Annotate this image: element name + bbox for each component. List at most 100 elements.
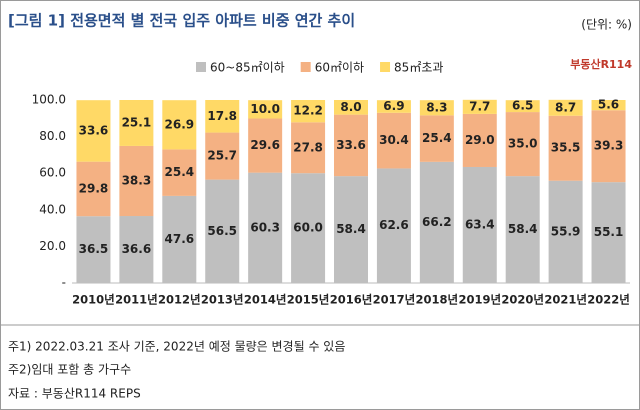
value-label: 8.7 [555,100,576,114]
bar-segment [462,113,497,167]
value-label: 58.4 [336,222,366,236]
value-label: 29.6 [250,138,280,152]
value-label: 25.4 [165,165,195,179]
value-label: 29.0 [465,133,495,147]
bar-segment [162,100,197,150]
bar-segment [462,99,497,114]
note: 주2)임대 포함 총 가구수 [8,363,131,377]
value-label: 47.6 [165,232,195,246]
bar-segment [162,195,197,283]
value-label: 38.3 [122,173,152,187]
bar-segment [291,173,326,283]
y-tick-label: - [62,276,66,290]
bar-segment [334,114,368,177]
x-tick-label: 2019년 [458,293,501,307]
bar-segment [162,149,197,196]
bar-segment [591,100,626,111]
value-label: 35.0 [508,137,538,151]
value-label: 30.4 [379,133,409,147]
value-label: 63.4 [465,217,495,231]
bar-segment [376,100,411,113]
value-label: 60.0 [293,221,323,235]
bar-segment [334,176,368,283]
x-tick-label: 2018년 [416,293,459,307]
value-label: 25.1 [122,115,152,129]
value-label: 6.9 [383,99,404,113]
value-label: 55.9 [551,224,581,238]
value-label: 56.5 [207,224,237,238]
unit-label: (단위: %) [581,18,632,32]
x-tick-label: 2010년 [72,293,115,307]
bar-segment [119,216,154,283]
value-label: 8.0 [340,100,361,114]
value-label: 36.5 [79,242,109,256]
bar-segment [505,100,540,113]
value-label: 58.4 [508,222,538,236]
value-label: 26.9 [165,117,195,131]
bar-segment [334,100,368,115]
value-label: 36.6 [122,242,152,256]
bar-segment [591,182,626,283]
bar-segment [76,216,111,283]
x-tick-label: 2012년 [158,293,201,307]
value-label: 33.6 [336,138,366,152]
value-label: 7.7 [469,99,490,113]
value-label: 6.5 [512,99,533,113]
bar-segment [248,118,283,173]
legend-label: 85㎡초과 [394,61,443,75]
bar-segment [505,176,540,283]
y-tick-label: 100.0 [32,93,66,107]
bar-segment [205,179,240,283]
source: 자료 : 부동산R114 REPS [8,387,141,401]
value-label: 60.3 [250,220,280,234]
x-tick-label: 2022년 [587,293,630,307]
value-label: 25.4 [422,131,452,145]
value-label: 27.8 [293,140,323,154]
note: 주1) 2022.03.21 조사 기준, 2022년 예정 물량은 변경될 수… [8,340,345,354]
bar-segment [462,166,497,283]
value-label: 8.3 [426,100,447,114]
value-label: 33.6 [79,123,109,137]
bar-segment [419,115,454,162]
bar-segment [248,172,283,283]
bar-segment [548,115,583,181]
x-tick-label: 2016년 [330,293,373,307]
x-tick-label: 2017년 [373,293,416,307]
legend-label: 60㎡이하 [315,61,364,75]
bar-segment [376,168,411,283]
value-label: 62.6 [379,218,409,232]
bar-segment [505,112,540,177]
bar-segment [76,100,111,162]
value-label: 25.7 [207,149,237,163]
x-tick-label: 2013년 [201,293,244,307]
bar-segment [119,100,154,146]
bar-segment [291,122,326,174]
bar-segment [376,112,411,169]
value-label: 5.6 [598,98,619,112]
value-label: 39.3 [594,139,624,153]
legend-label: 60~85㎡이하 [210,61,285,75]
value-label: 12.2 [293,104,323,118]
x-tick-label: 2011년 [115,293,158,307]
value-label: 17.8 [207,109,237,123]
y-tick-label: 40.0 [39,202,66,216]
y-tick-label: 20.0 [39,239,66,253]
x-tick-label: 2015년 [287,293,330,307]
y-tick-label: 80.0 [39,129,66,143]
x-tick-label: 2021년 [544,293,587,307]
y-tick-label: 60.0 [39,166,66,180]
legend-swatch [300,62,311,72]
bar-segment [419,161,454,283]
bar-segment [248,100,283,119]
value-label: 55.1 [594,225,624,239]
bar-segment [548,99,583,116]
bar-segment [119,145,154,217]
bar-segment [548,180,583,283]
logo: 부동산R114 [570,57,632,71]
bar-segment [76,161,111,217]
chart-title: [그림 1] 전용면적 별 전국 입주 아파트 비중 연간 추이 [8,12,355,30]
value-label: 35.5 [551,141,581,155]
x-tick-label: 2020년 [501,293,544,307]
x-tick-label: 2014년 [244,293,287,307]
